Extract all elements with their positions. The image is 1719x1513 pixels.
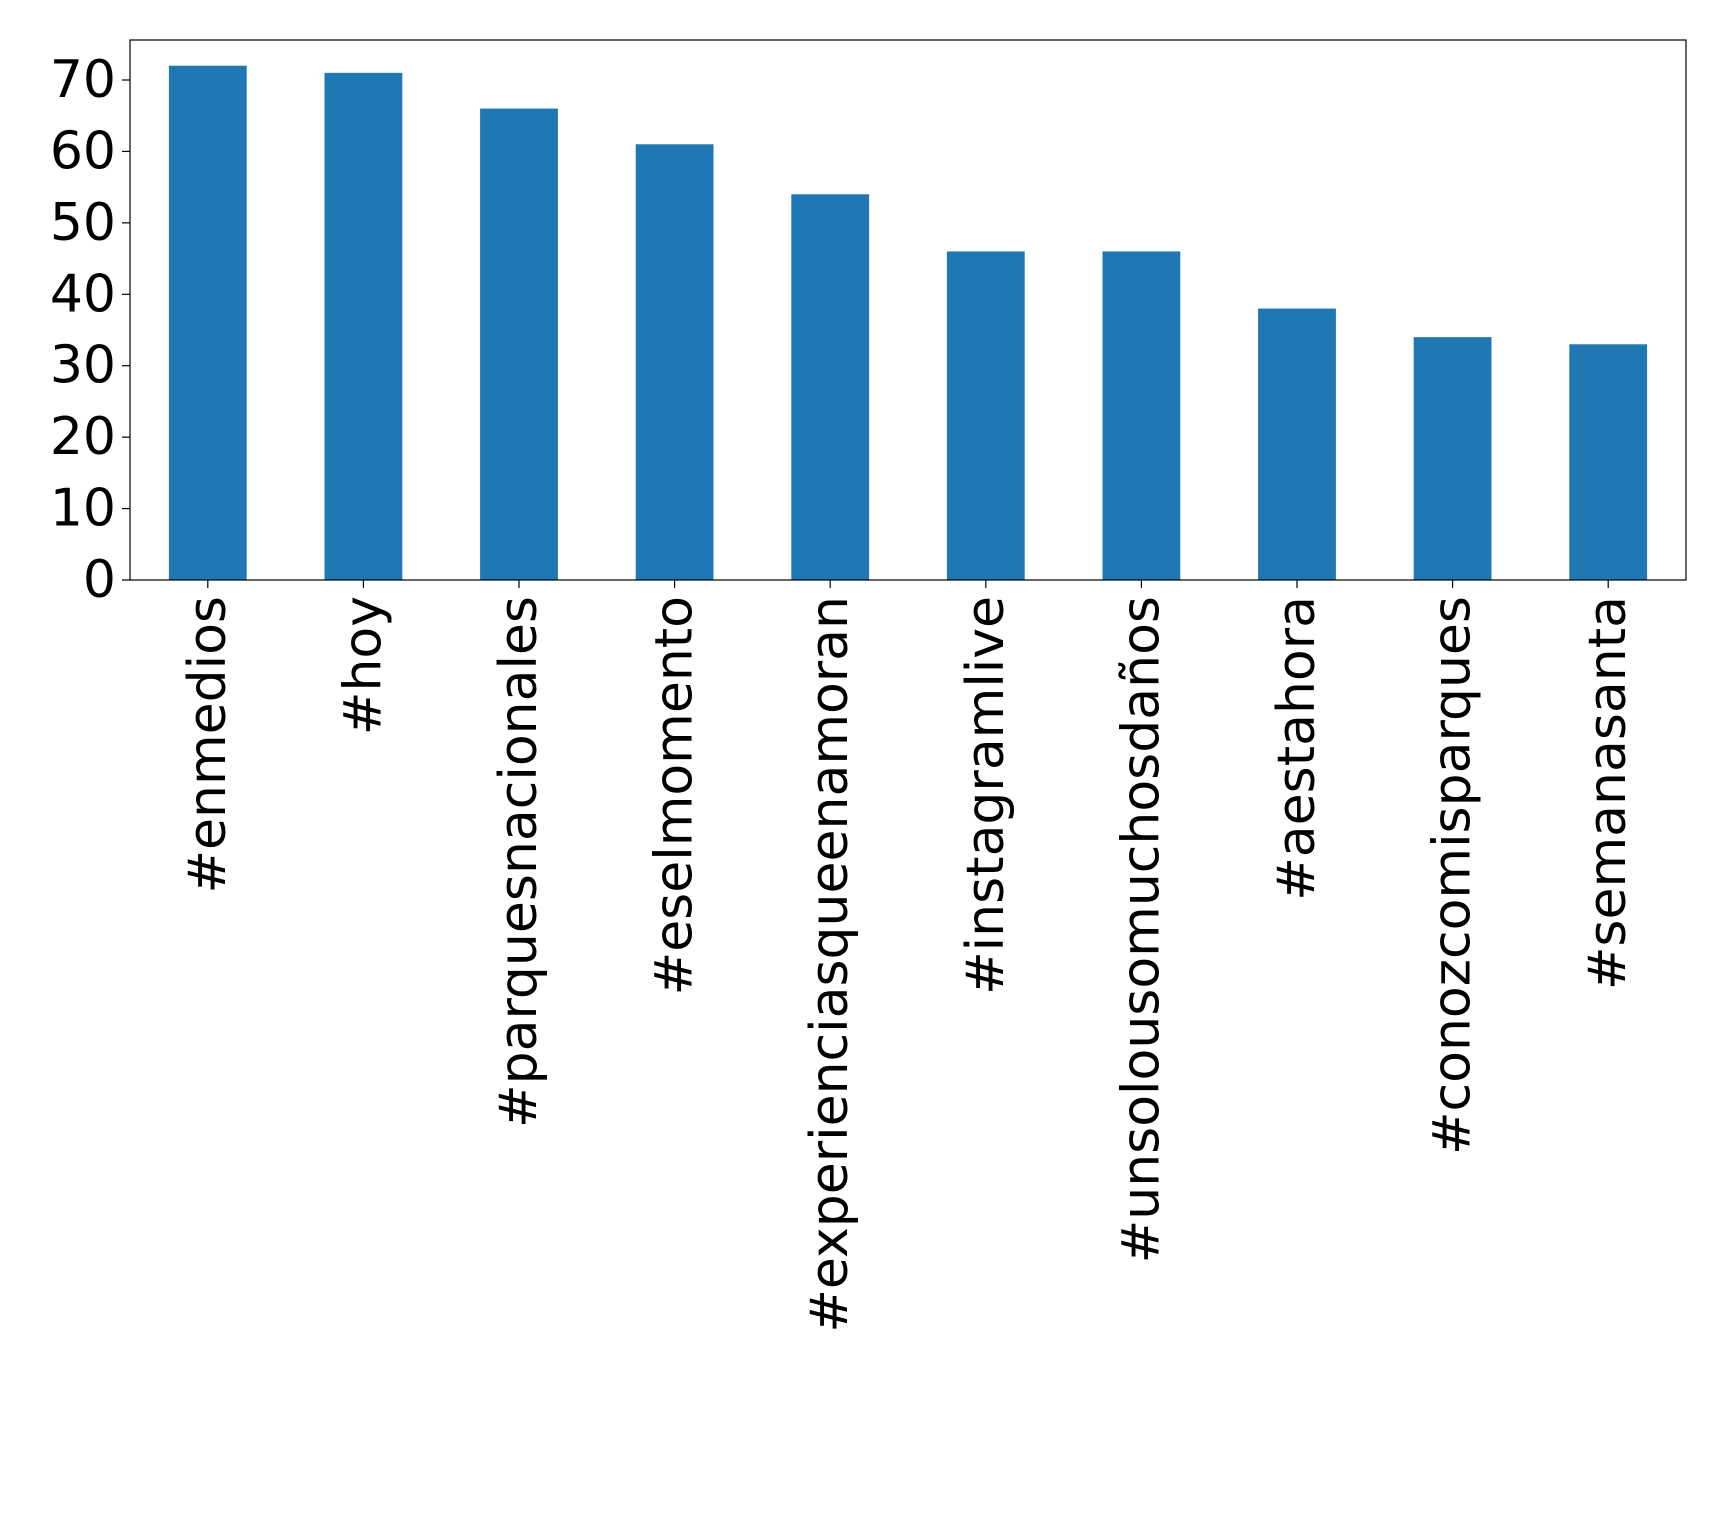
bar <box>635 144 714 581</box>
bar <box>1569 344 1648 580</box>
x-tick-label: #conozcomisparques <box>1423 596 1483 1155</box>
x-tick-label: #aestahora <box>1267 596 1327 901</box>
y-tick-label: 30 <box>50 336 116 396</box>
y-ticks-group: 0 10 20 30 40 50 60 70 <box>50 50 130 610</box>
plot-frame <box>129 39 1687 581</box>
bar <box>168 65 247 580</box>
bar <box>1413 337 1492 580</box>
x-tick-label: #semanasanta <box>1578 596 1638 990</box>
y-tick-label: 60 <box>50 121 116 181</box>
y-tick-label: 50 <box>50 193 116 253</box>
x-tick-label: #hoy <box>333 596 393 735</box>
x-tick-label: #eselmomento <box>645 596 705 995</box>
y-tick-label: 70 <box>50 50 116 110</box>
bar <box>480 108 558 581</box>
x-tick-label: #unsolousomuchosdaños <box>1111 596 1171 1263</box>
bar <box>1258 308 1336 580</box>
bar <box>946 251 1025 580</box>
bars-group <box>168 65 1648 581</box>
y-tick-label: 10 <box>50 479 116 539</box>
bar <box>791 194 870 581</box>
x-tick-label: #parquesnacionales <box>489 596 549 1128</box>
bar <box>1102 251 1181 580</box>
x-tick-label: #instagramlive <box>956 596 1016 995</box>
y-tick-label: 20 <box>50 407 116 467</box>
x-tick-label: #enmedios <box>178 596 238 894</box>
bar <box>324 72 403 580</box>
y-tick-label: 0 <box>83 550 116 610</box>
x-ticks-group: #enmedios #hoy #parquesnacionales #eselmome… <box>178 580 1638 1333</box>
y-tick-label: 40 <box>50 264 116 324</box>
x-tick-label: #experienciasqueenamoran <box>800 596 860 1333</box>
